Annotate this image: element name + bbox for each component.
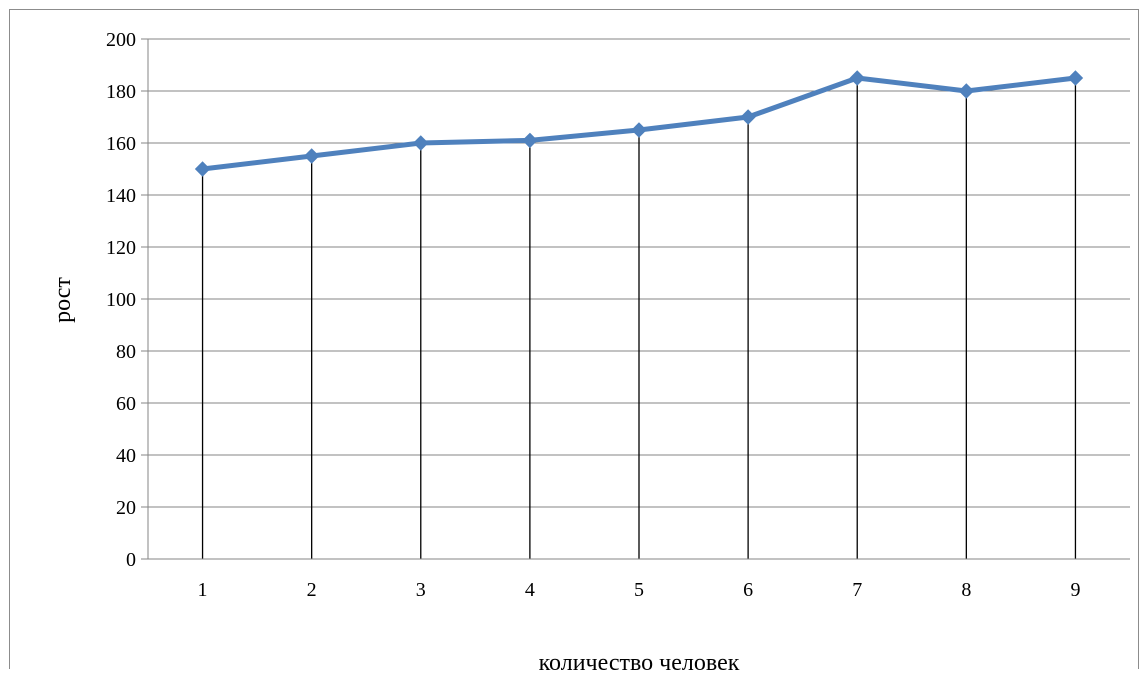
x-tick-labels: 1 2 3 4 5 6 7 8 9: [198, 579, 1081, 601]
x-tick-label: 6: [743, 579, 753, 601]
y-tick-label: 20: [116, 497, 136, 519]
data-point-marker: [303, 148, 320, 164]
series-layer: [194, 70, 1084, 177]
x-tick-label: 1: [198, 579, 208, 601]
data-point-marker: [522, 132, 538, 149]
x-tick-label: 8: [961, 579, 971, 601]
data-point-marker: [413, 135, 429, 151]
x-tick-label: 7: [852, 579, 862, 601]
y-tick-label: 180: [106, 81, 136, 103]
data-point-marker: [194, 161, 211, 177]
axes: [147, 39, 1130, 560]
x-tick-label: 5: [634, 579, 644, 601]
data-point-marker: [740, 109, 756, 125]
y-axis-title: рост: [50, 277, 76, 323]
data-point-marker: [849, 70, 865, 86]
x-tick-label: 2: [307, 579, 317, 601]
chart-frame: [9, 9, 1139, 669]
gridlines: [141, 38, 1130, 560]
y-tick-label: 100: [106, 289, 136, 311]
y-tick-label: 40: [116, 445, 136, 467]
data-point-marker: [958, 83, 975, 99]
x-tick-label: 4: [525, 579, 535, 601]
y-tick-label: 160: [106, 133, 136, 155]
y-tick-labels: 0 20 40 60 80 100 120 140 160 180 200: [106, 29, 136, 571]
drop-lines: [201, 78, 1077, 559]
y-tick-label: 140: [106, 185, 136, 207]
y-tick-label: 200: [106, 29, 136, 51]
data-point-marker: [631, 122, 647, 138]
data-point-marker: [1067, 70, 1084, 86]
y-tick-label: 0: [126, 549, 136, 571]
y-tick-label: 80: [116, 341, 136, 363]
x-axis-title: количество человек: [539, 650, 740, 676]
y-tick-label: 60: [116, 393, 136, 415]
y-tick-label: 120: [106, 237, 136, 259]
x-tick-label: 9: [1070, 579, 1080, 601]
x-tick-label: 3: [416, 579, 426, 601]
